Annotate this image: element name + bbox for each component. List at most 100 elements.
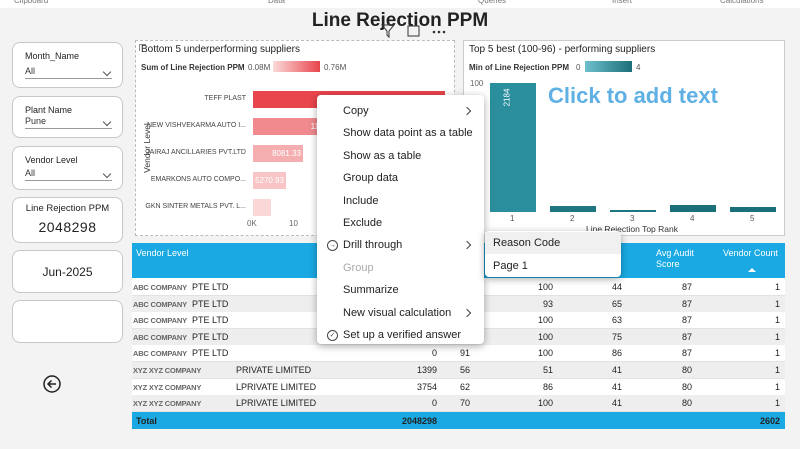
back-button[interactable] [42, 374, 62, 394]
card-value: Jun-2025 [42, 265, 93, 279]
submenu-chevron [462, 308, 472, 317]
data-label: 2184 [502, 88, 512, 107]
menu-item-label: Show data point as a table [343, 127, 473, 140]
slicer-dropdown[interactable]: All [25, 66, 112, 79]
bar[interactable] [253, 199, 271, 216]
visual-header-icons [380, 24, 446, 39]
vendor-name-prefix: ABC COMPANY [133, 332, 187, 342]
ribbon-group-label: Queries [478, 0, 507, 5]
empty-card [12, 300, 123, 343]
x-tick-label: 10 [289, 219, 298, 228]
column-header[interactable]: Vendor Count [723, 248, 779, 258]
table-cell: 80 [681, 365, 692, 375]
table-cell: 86 [611, 348, 622, 359]
table-row [132, 362, 785, 379]
legend-min: 0.08M [248, 63, 271, 72]
submenu-chevron [462, 241, 472, 250]
bar[interactable] [253, 145, 303, 162]
slicer-dropdown[interactable]: All [25, 168, 112, 181]
total-row [132, 412, 785, 429]
vendor-name-prefix: ABC COMPANY [133, 316, 187, 326]
column-header[interactable]: Avg Audit Score [656, 248, 694, 269]
legend-gradient [273, 61, 320, 72]
column [610, 210, 656, 212]
menu-item[interactable]: Group data [317, 168, 484, 188]
legend-label: Sum of Line Rejection PPM [141, 63, 245, 72]
x-tick-label: 1 [510, 214, 515, 223]
menu-item[interactable]: Include [317, 191, 484, 211]
submenu-item[interactable]: Reason Code [485, 232, 621, 254]
legend-max: 4 [636, 63, 641, 72]
menu-item[interactable]: Exclude [317, 213, 484, 233]
table-cell: 100 [537, 315, 553, 326]
column-chart-visual[interactable]: Top 5 best (100-96) - performing supplie… [463, 40, 785, 236]
menu-item[interactable]: New visual calculation [317, 303, 484, 323]
category-label: GKN SINTER METALS PVT. L... [145, 203, 246, 210]
slicer[interactable]: Plant Name Pune [12, 96, 123, 138]
x-tick-label: 4 [690, 214, 695, 223]
vendor-name-prefix: XYZ XYZ COMPANY [133, 399, 202, 409]
slicer-label: Plant Name [25, 105, 73, 115]
menu-item[interactable]: Copy [317, 101, 484, 121]
total-label: Total [136, 416, 157, 426]
focus-icon[interactable] [407, 25, 420, 37]
page-title: Line Rejection PPM [311, 10, 489, 31]
slicer-label: Vendor Level [25, 155, 78, 165]
vendor-name: PTE LTD [192, 282, 229, 292]
submenu-item[interactable]: Page 1 [485, 255, 621, 277]
y-tick-label: 100 [470, 79, 484, 88]
table-cell: 41 [611, 398, 622, 409]
column [670, 205, 716, 212]
menu-item[interactable]: Summarize [317, 280, 484, 300]
ribbon-group-label: Insert [612, 0, 633, 5]
table-cell: 75 [611, 331, 622, 342]
table-cell: 1 [774, 365, 780, 375]
slicer[interactable]: Month_Name All [12, 42, 123, 88]
menu-item-label: Group data [343, 172, 399, 185]
vendor-name: PTE LTD [192, 331, 229, 342]
menu-item-label: New visual calculation [343, 306, 452, 319]
sort-indicator [748, 268, 756, 272]
legend-gradient [585, 61, 632, 72]
legend-min: 0 [576, 63, 581, 72]
filter-icon[interactable] [380, 24, 396, 39]
submenu-chevron [462, 106, 472, 116]
text-box[interactable]: Click to add text [548, 83, 718, 108]
vendor-name-prefix: XYZ XYZ COMPANY [133, 382, 202, 392]
dropdown-chevron [102, 169, 112, 179]
column [490, 83, 536, 212]
table-cell: 41 [611, 365, 622, 375]
visual-title: Bottom 5 underperforming suppliers [141, 44, 300, 55]
column-header[interactable]: Vendor Level [136, 248, 189, 258]
table-row [132, 395, 785, 413]
slicer[interactable]: Vendor Level All [12, 146, 123, 190]
submenu-item-label: Page 1 [493, 259, 528, 272]
category-label: EMARKONS AUTO COMPO... [150, 176, 246, 183]
table-row [132, 345, 785, 363]
submenu: Reason Code Page 1 [485, 231, 621, 277]
vendor-name: PTE LTD [192, 348, 229, 359]
ribbon-group-label: Clipboard [14, 0, 49, 5]
table-cell: 70 [459, 398, 470, 409]
bar[interactable] [253, 172, 286, 189]
ribbon-group-label: Calculations [720, 0, 764, 5]
column [730, 207, 776, 212]
x-tick-label: 0K [247, 219, 257, 228]
table-cell: 100 [537, 348, 553, 359]
menu-item-label: Summarize [343, 284, 399, 297]
ribbon: Clipboard Data Queries Insert Calculations [0, 0, 800, 8]
more-icon[interactable] [432, 30, 436, 34]
table-row [132, 378, 785, 396]
menu-item[interactable]: Set up a verified answer ✓ [317, 325, 484, 345]
card-label: Line Rejection PPM [25, 203, 110, 214]
menu-item-icon: ✓ [327, 330, 338, 341]
menu-item[interactable]: Show data point as a table [317, 123, 484, 143]
vendor-name: PTE LTD [192, 315, 229, 326]
menu-item[interactable]: Drill through → [317, 235, 484, 255]
table-cell: 87 [681, 331, 692, 342]
table-cell: 44 [611, 282, 622, 292]
slicer-dropdown[interactable]: Pune [25, 116, 112, 129]
context-menu: Copy Show data point as a table Show as a … [317, 95, 484, 344]
table-cell: 87 [681, 282, 692, 292]
menu-item[interactable]: Show as a table [317, 146, 484, 166]
